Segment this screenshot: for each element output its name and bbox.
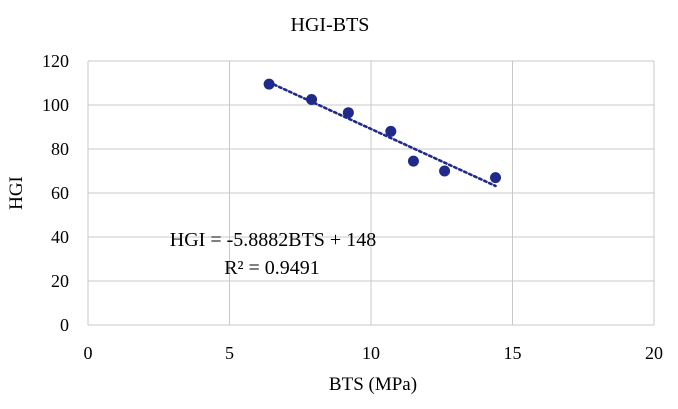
y-axis-title: HGI — [6, 176, 27, 210]
x-axis-title: BTS (MPa) — [329, 374, 417, 395]
data-point — [490, 172, 502, 184]
data-point — [263, 78, 275, 90]
y-tick-label: 80 — [51, 139, 69, 159]
data-point — [342, 107, 354, 119]
data-point — [306, 94, 318, 105]
data-point — [407, 155, 419, 167]
x-tick-label: 10 — [362, 343, 380, 363]
x-tick-label: 5 — [225, 343, 234, 363]
y-tick-label: 0 — [60, 315, 69, 335]
trendline-equation: HGI = -5.8882BTS + 148 — [170, 229, 376, 251]
gridlines — [87, 60, 655, 326]
x-tick-label: 20 — [645, 343, 663, 363]
y-tick-label: 20 — [51, 271, 69, 291]
y-tick-label: 60 — [51, 183, 69, 203]
r-squared-label: R² = 0.9491 — [224, 257, 320, 279]
trendline — [267, 81, 497, 188]
x-tick-label: 15 — [504, 343, 522, 363]
chart-title: HGI-BTS — [291, 14, 370, 36]
y-tick-label: 100 — [42, 95, 69, 115]
trendline-group — [267, 81, 497, 188]
x-tick-label: 0 — [84, 343, 93, 363]
y-tick-label: 40 — [51, 227, 69, 247]
y-tick-label: 120 — [42, 51, 69, 71]
data-point — [439, 165, 451, 177]
tick-labels: 0 20 40 60 80 100 120 0 5 10 15 20 — [42, 51, 663, 363]
data-points — [263, 78, 502, 184]
data-point — [385, 125, 397, 137]
